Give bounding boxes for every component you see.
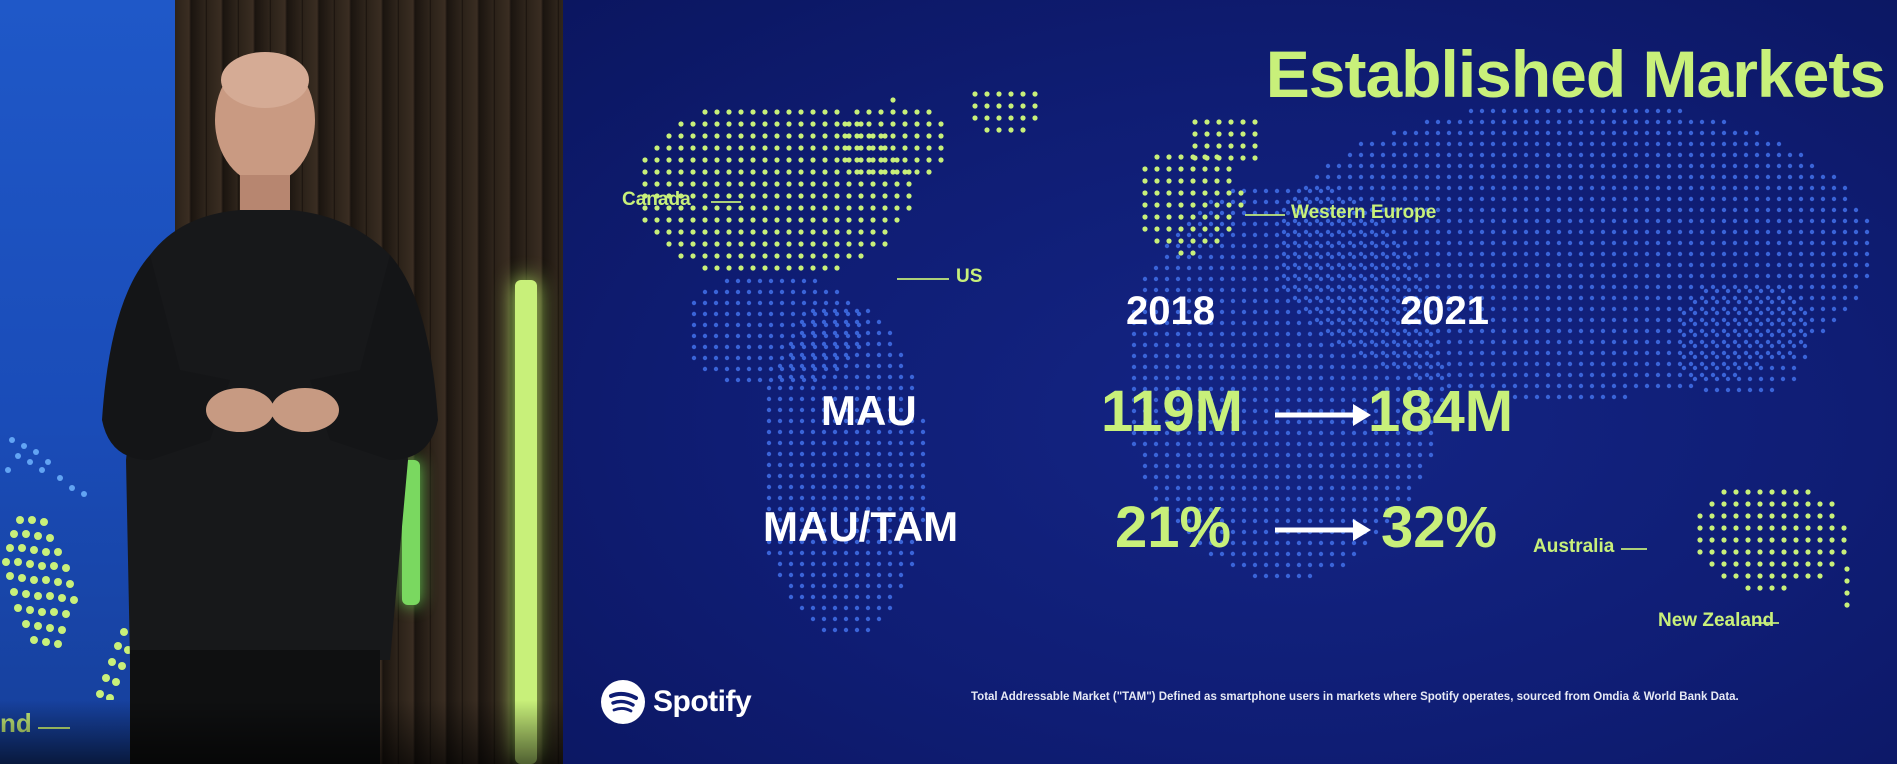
region-label-canada: Canada xyxy=(622,189,691,210)
metric-label-mau: MAU xyxy=(821,387,917,434)
region-label-us: US xyxy=(956,266,983,287)
region-line-us xyxy=(897,278,949,280)
presentation-slide: Established Markets Canada US Western Eu… xyxy=(563,0,1897,764)
region-line-new-zealand xyxy=(1753,622,1779,624)
neon-light-tall xyxy=(515,280,537,764)
left-map-dots xyxy=(2,437,138,700)
metric-label-mau-tam: MAU/TAM xyxy=(763,503,959,550)
world-map-dots xyxy=(642,91,1870,633)
slide-title: Established Markets xyxy=(1265,37,1886,111)
region-label-australia: Australia xyxy=(1533,536,1615,557)
year-to: 2021 xyxy=(1400,289,1489,333)
region-label-new-zealand: New Zealand xyxy=(1658,610,1775,631)
region-label-western-europe: Western Europe xyxy=(1291,202,1437,223)
arrow-right-icon xyxy=(1275,404,1371,426)
region-line-canada xyxy=(711,201,741,203)
metric-mau-from: 119M xyxy=(1101,379,1243,444)
slide-footnote: Total Addressable Market ("TAM") Defined… xyxy=(971,691,1739,703)
metric-mau-tam-from: 21% xyxy=(1115,495,1232,560)
region-line-australia xyxy=(1621,548,1647,550)
region-line-western-europe xyxy=(1245,214,1285,216)
presenter-figure xyxy=(102,52,438,764)
neon-light-short xyxy=(402,460,420,605)
spotify-logo: Spotify xyxy=(601,680,752,724)
spotify-wordmark: Spotify xyxy=(653,685,752,718)
spotify-logo-icon xyxy=(601,680,645,724)
metric-mau-tam-to: 32% xyxy=(1381,495,1498,560)
arrow-right-icon xyxy=(1275,519,1371,541)
floor-shadow xyxy=(0,700,563,764)
metric-mau-to: 184M xyxy=(1368,379,1514,444)
year-from: 2018 xyxy=(1126,289,1215,333)
